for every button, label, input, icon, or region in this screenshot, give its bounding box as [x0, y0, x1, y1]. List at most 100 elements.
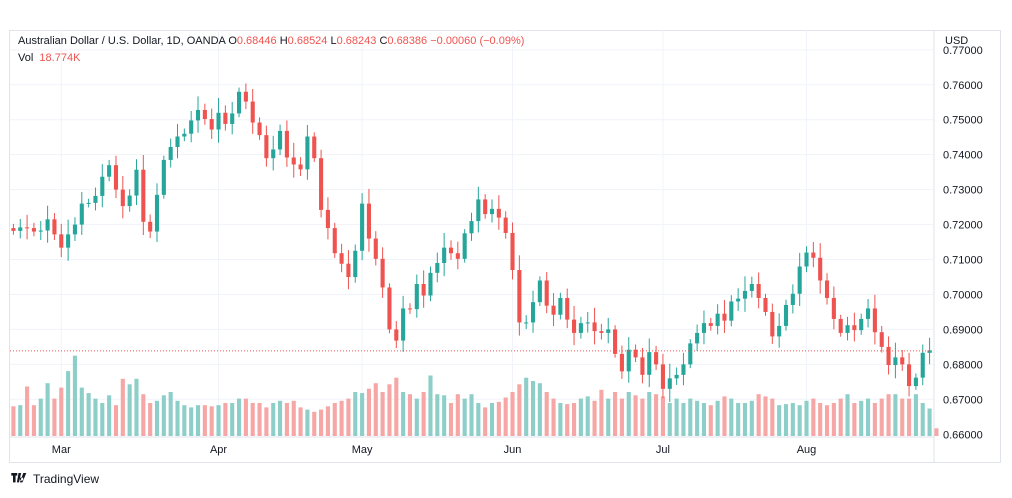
volume-bar	[852, 403, 857, 436]
volume-bar	[100, 403, 105, 436]
volume-bar	[141, 394, 146, 436]
volume-bar	[401, 392, 406, 436]
tradingview-logo-icon	[11, 473, 27, 483]
candle-body	[134, 169, 139, 196]
candle-body	[421, 283, 426, 296]
price-axis[interactable]: 0.77000 0.76000 0.75000 0.74000 0.73000 0.720…	[933, 30, 983, 462]
legend-close-label: C	[379, 35, 388, 47]
candle-body	[599, 331, 604, 333]
price-tick-label: 0.68000	[943, 359, 983, 371]
candle-body	[558, 297, 563, 315]
volume-bar	[455, 394, 460, 436]
candle-body	[654, 352, 659, 365]
candle-body	[428, 272, 433, 296]
candle-body	[544, 280, 549, 306]
volume-bar	[674, 398, 679, 436]
candle-body	[31, 228, 36, 232]
candle-body	[592, 322, 597, 332]
volume-bar	[722, 396, 727, 436]
legend-vol-value: 18.774K	[39, 52, 81, 64]
candle-body	[824, 280, 830, 298]
volume-bar	[783, 404, 789, 436]
volume-bar	[107, 395, 112, 436]
volume-bar	[647, 392, 652, 436]
candle-body	[633, 349, 638, 358]
candle-body	[127, 195, 132, 207]
volume-bar	[585, 396, 590, 436]
tradingview-attribution[interactable]: TradingView	[10, 472, 99, 486]
volume-bar	[900, 398, 905, 436]
candle-body	[257, 122, 262, 136]
candle-body	[79, 203, 84, 225]
volume-bar	[763, 396, 768, 436]
volume-bar	[893, 394, 898, 436]
candle-body	[373, 238, 378, 259]
candle-body	[606, 329, 611, 333]
candle-body	[578, 323, 583, 333]
candle-body	[339, 253, 344, 264]
volume-bar	[797, 405, 802, 436]
volume-bar	[640, 398, 645, 436]
volume-bar	[86, 393, 91, 436]
time-tick-label: Jul	[656, 444, 670, 456]
volume-bar	[59, 387, 64, 436]
volume-bar	[654, 394, 659, 436]
candle-body	[271, 149, 276, 159]
candle-body	[695, 332, 700, 344]
volume-bar	[360, 393, 365, 436]
volume-bar	[380, 392, 385, 436]
volume-bar	[859, 400, 864, 436]
candle-body	[11, 228, 16, 231]
candle-body	[25, 227, 30, 229]
time-axis[interactable]: Mar Apr May Jun Jul Aug	[10, 436, 934, 456]
currency-label: USD	[945, 35, 969, 47]
legend-high-value: 0.68524	[287, 35, 328, 47]
candle-body	[360, 203, 365, 251]
legend-low-label: L	[330, 35, 337, 47]
time-tick-label: Apr	[210, 444, 227, 456]
candle-body	[236, 91, 242, 114]
candle-body	[18, 227, 23, 231]
candle-body	[154, 194, 160, 232]
volume-bar	[175, 400, 180, 436]
volume-bar	[421, 392, 426, 436]
candle-body	[168, 146, 173, 160]
volume-bar	[230, 403, 235, 436]
candle-body	[742, 290, 748, 299]
candle-body	[647, 352, 652, 375]
volume-bar	[31, 405, 36, 436]
candle-body	[120, 189, 125, 207]
candle-body	[701, 323, 707, 333]
price-tick-label: 0.70000	[943, 289, 983, 301]
time-tick-label: Jun	[504, 444, 522, 456]
candle-body	[572, 319, 577, 333]
volume-bar	[353, 392, 358, 436]
volume-bar	[148, 403, 153, 436]
volume-bar	[804, 400, 809, 436]
candle-body	[52, 219, 57, 235]
candle-body	[230, 113, 235, 124]
volume-bar	[729, 398, 734, 436]
volume-bar	[93, 398, 98, 436]
legend-open-value: 0.68446	[236, 35, 277, 47]
legend-change: −0.00060 (−0.09%)	[430, 35, 525, 47]
candle-body	[476, 199, 481, 222]
volume-bar	[257, 403, 262, 436]
volume-bar	[325, 406, 330, 436]
volume-bars	[11, 355, 939, 436]
candle-body	[86, 202, 91, 204]
candle-body	[831, 297, 836, 319]
candle-body	[688, 343, 693, 365]
volume-bar	[243, 398, 248, 436]
volume-bar	[435, 394, 440, 436]
volume-bar	[578, 398, 583, 436]
candle-body	[189, 120, 194, 134]
candle-body	[250, 101, 255, 123]
volume-bar	[182, 405, 187, 436]
candle-body	[838, 318, 843, 333]
volume-bar	[250, 403, 255, 436]
volume-bar	[599, 389, 604, 436]
candle-body	[442, 247, 447, 264]
volume-bar	[619, 398, 624, 436]
